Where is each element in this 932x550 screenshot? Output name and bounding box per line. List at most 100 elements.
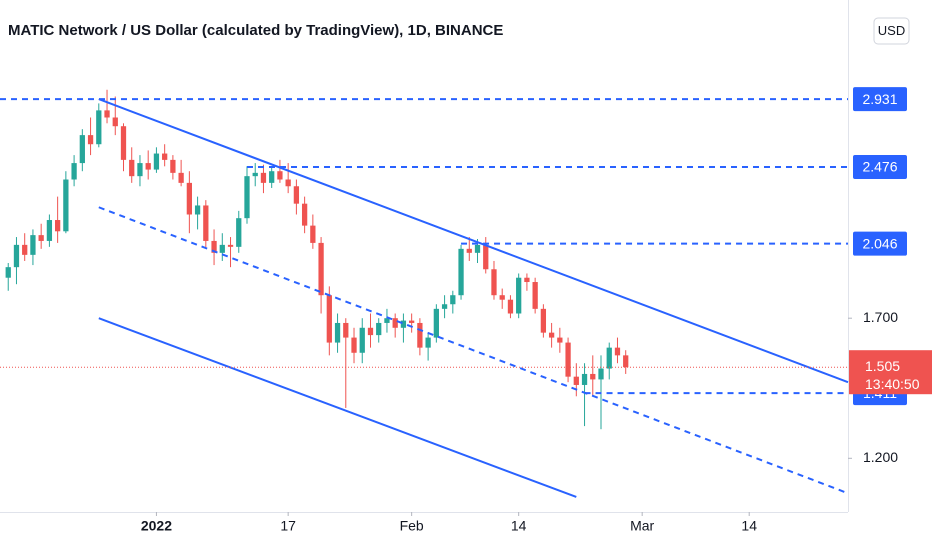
y-tick-label: 1.200 xyxy=(863,449,898,465)
currency-label[interactable]: USD xyxy=(878,23,905,38)
chart-title: MATIC Network / US Dollar (calculated by… xyxy=(8,22,503,39)
candle-body xyxy=(598,368,604,380)
candle-body xyxy=(466,248,472,253)
candle-body xyxy=(425,337,431,348)
candle-body xyxy=(516,277,522,314)
candle-body xyxy=(277,171,283,180)
plot-area xyxy=(0,89,849,498)
candle-body xyxy=(203,205,209,241)
candle-body xyxy=(30,235,36,255)
candle-body xyxy=(573,376,579,385)
candle-body xyxy=(137,163,143,177)
candle-body xyxy=(450,295,456,305)
candle-body xyxy=(112,117,118,127)
candle-body xyxy=(293,186,300,204)
candle-body xyxy=(252,172,258,177)
candle-body xyxy=(367,327,374,336)
candle-body xyxy=(351,337,357,353)
candle-body xyxy=(376,322,382,336)
last-price-box xyxy=(849,350,932,395)
candle-body xyxy=(392,318,398,328)
candle-body xyxy=(301,203,308,226)
candle-body xyxy=(244,176,250,219)
price-label-box xyxy=(853,154,907,179)
candle-body xyxy=(491,269,497,296)
candle-body xyxy=(606,347,612,369)
x-tick-label: 17 xyxy=(280,518,296,534)
candle-body xyxy=(483,244,489,270)
trend-line xyxy=(98,206,849,495)
candle-body xyxy=(46,220,53,241)
candle-body xyxy=(236,218,242,247)
candle-body xyxy=(104,110,110,118)
candle-body xyxy=(318,242,324,296)
candle-body xyxy=(211,240,217,253)
candle-body xyxy=(384,318,390,323)
x-tick-label: 2022 xyxy=(141,518,172,534)
candle-body xyxy=(474,244,481,253)
candle-body xyxy=(548,332,555,338)
candle-body xyxy=(54,220,61,232)
candle-body xyxy=(227,244,234,247)
x-tick-label: 14 xyxy=(511,518,527,534)
trend-line xyxy=(98,317,577,498)
candle-body xyxy=(581,373,588,385)
candle-body xyxy=(441,304,448,309)
candle-body xyxy=(326,295,332,343)
candle-body xyxy=(409,320,415,323)
price-label: 2.931 xyxy=(862,91,897,107)
candle-body xyxy=(524,277,530,283)
candle-body xyxy=(590,373,596,380)
candle-body xyxy=(565,342,571,377)
candle-body xyxy=(162,153,168,160)
candle-body xyxy=(499,295,505,300)
candle-body xyxy=(285,179,291,187)
currency-button[interactable] xyxy=(873,17,910,45)
x-tick-label: 14 xyxy=(741,518,757,534)
candle-body xyxy=(145,163,151,170)
candle-body xyxy=(38,235,44,241)
x-tick-label: Mar xyxy=(630,518,654,534)
trend-line xyxy=(98,98,849,384)
last-price-label: 1.505 xyxy=(865,358,900,374)
candle-body xyxy=(5,267,11,278)
candle-body xyxy=(614,347,621,356)
candle-body xyxy=(532,282,538,309)
candle-body xyxy=(186,182,192,215)
candle-body xyxy=(417,322,423,348)
candle-body xyxy=(540,308,547,333)
price-label: 2.046 xyxy=(862,235,897,251)
candle-body xyxy=(219,244,225,253)
candle-body xyxy=(87,135,94,145)
candle-body xyxy=(310,225,316,243)
candle-body xyxy=(400,320,407,328)
y-tick-label: 1.700 xyxy=(863,309,898,325)
candle-body xyxy=(13,244,20,268)
candle-body xyxy=(79,135,85,164)
candle-body xyxy=(269,171,275,183)
candle-body xyxy=(71,163,77,180)
candle-body xyxy=(343,322,349,338)
candle-body xyxy=(22,244,28,255)
candle-body xyxy=(260,172,267,183)
candle-body xyxy=(334,322,341,343)
candle-body xyxy=(458,248,464,296)
x-tick-label: Feb xyxy=(400,518,424,534)
price-label: 2.476 xyxy=(862,159,897,175)
candle-body xyxy=(96,110,102,145)
candle-body xyxy=(129,159,135,177)
candle-body xyxy=(178,172,184,183)
candle-body xyxy=(63,179,69,232)
candle-body xyxy=(507,299,514,314)
countdown-label: 13:40:50 xyxy=(865,376,920,392)
candle-body xyxy=(194,205,201,215)
candle-body xyxy=(557,337,563,343)
candle-body xyxy=(433,308,439,338)
candle-body xyxy=(120,126,127,160)
candle-body xyxy=(170,159,176,173)
axes: 1.200 1.700 2022 17 Feb 14 Mar 14 2.931 2.476 2.04… xyxy=(141,87,932,534)
candle-body xyxy=(153,153,160,170)
candle-body xyxy=(359,327,365,353)
